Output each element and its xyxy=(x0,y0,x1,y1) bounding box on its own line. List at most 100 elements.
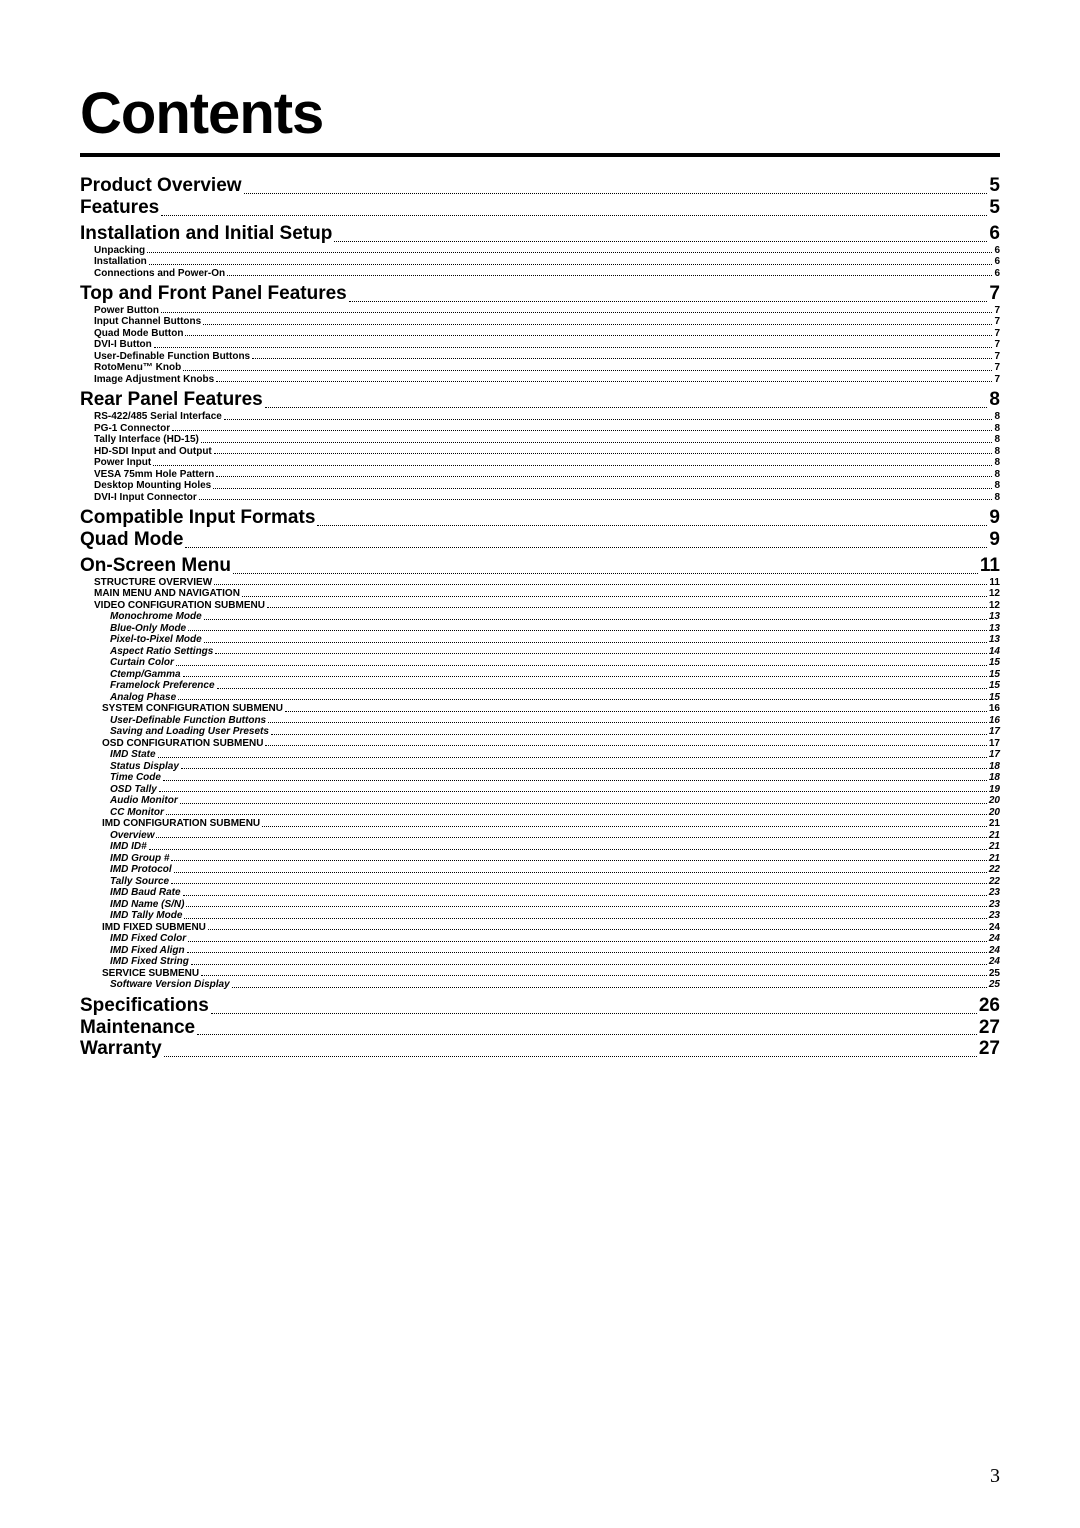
toc-entry[interactable]: Input Channel Buttons7 xyxy=(80,316,1000,328)
toc-entry[interactable]: Overview21 xyxy=(80,830,1000,842)
page-title: Contents xyxy=(80,80,1000,147)
toc-entry[interactable]: Saving and Loading User Presets17 xyxy=(80,726,1000,738)
toc-entry[interactable]: OSD Tally19 xyxy=(80,784,1000,796)
toc-entry[interactable]: VIDEO CONFIGURATION SUBMENU12 xyxy=(80,600,1000,612)
toc-entry-page: 6 xyxy=(989,223,1000,245)
toc-entry[interactable]: IMD Tally Mode 23 xyxy=(80,910,1000,922)
toc-entry[interactable]: Image Adjustment Knobs7 xyxy=(80,374,1000,386)
toc-entry[interactable]: Time Code18 xyxy=(80,772,1000,784)
toc-entry[interactable]: User-Definable Function Buttons7 xyxy=(80,351,1000,363)
toc-entry[interactable]: IMD FIXED SUBMENU24 xyxy=(80,922,1000,934)
toc-entry-page: 23 xyxy=(989,899,1000,911)
toc-entry[interactable]: Connections and Power-On6 xyxy=(80,268,1000,280)
toc-leader-dots xyxy=(271,734,987,735)
toc-leader-dots xyxy=(183,895,987,896)
toc-leader-dots xyxy=(265,745,986,746)
toc-entry[interactable]: IMD Fixed Align 24 xyxy=(80,945,1000,957)
toc-leader-dots xyxy=(149,849,987,850)
toc-entry[interactable]: Pixel-to-Pixel Mode13 xyxy=(80,634,1000,646)
toc-entry-page: 24 xyxy=(989,945,1000,957)
toc-entry-page: 22 xyxy=(989,864,1000,876)
toc-entry[interactable]: IMD Baud Rate23 xyxy=(80,887,1000,899)
toc-entry[interactable]: RotoMenu™ Knob7 xyxy=(80,362,1000,374)
toc-entry-page: 8 xyxy=(994,446,1000,458)
toc-leader-dots xyxy=(232,987,987,988)
toc-leader-dots xyxy=(171,883,987,884)
toc-entry[interactable]: STRUCTURE OVERVIEW11 xyxy=(80,577,1000,589)
toc-entry[interactable]: SERVICE SUBMENU25 xyxy=(80,968,1000,980)
toc-entry[interactable]: Software Version Display25 xyxy=(80,979,1000,991)
toc-entry[interactable]: DVI-I Button7 xyxy=(80,339,1000,351)
toc-leader-dots xyxy=(214,453,993,454)
toc-entry[interactable]: Aspect Ratio Settings14 xyxy=(80,646,1000,658)
toc-entry-page: 26 xyxy=(979,995,1000,1017)
toc-entry[interactable]: VESA 75mm Hole Pattern8 xyxy=(80,469,1000,481)
toc-entry[interactable]: Status Display18 xyxy=(80,761,1000,773)
toc-entry[interactable]: Quad Mode Button7 xyxy=(80,328,1000,340)
toc-entry[interactable]: Maintenance27 xyxy=(80,1017,1000,1039)
toc-entry[interactable]: IMD Fixed String24 xyxy=(80,956,1000,968)
toc-entry[interactable]: CC Monitor20 xyxy=(80,807,1000,819)
toc-leader-dots xyxy=(268,722,987,723)
toc-entry-label: IMD Fixed Align xyxy=(110,945,185,957)
toc-entry[interactable]: Compatible Input Formats9 xyxy=(80,507,1000,529)
toc-entry-label: STRUCTURE OVERVIEW xyxy=(94,577,212,589)
toc-entry[interactable]: Framelock Preference15 xyxy=(80,680,1000,692)
toc-leader-dots xyxy=(215,653,987,654)
toc-entry[interactable]: Desktop Mounting Holes8 xyxy=(80,480,1000,492)
toc-entry[interactable]: Warranty27 xyxy=(80,1038,1000,1060)
toc-entry[interactable]: IMD Group #21 xyxy=(80,853,1000,865)
toc-entry[interactable]: User-Definable Function Buttons16 xyxy=(80,715,1000,727)
toc-entry[interactable]: Quad Mode9 xyxy=(80,529,1000,551)
toc-entry-page: 8 xyxy=(994,411,1000,423)
toc-entry-page: 23 xyxy=(989,887,1000,899)
toc-entry[interactable]: HD-SDI Input and Output8 xyxy=(80,446,1000,458)
toc-entry-label: IMD Fixed Color xyxy=(110,933,186,945)
toc-entry[interactable]: Rear Panel Features8 xyxy=(80,389,1000,411)
toc-entry[interactable]: IMD CONFIGURATION SUBMENU21 xyxy=(80,818,1000,830)
toc-entry-page: 7 xyxy=(994,328,1000,340)
toc-entry[interactable]: Product Overview5 xyxy=(80,175,1000,197)
toc-leader-dots xyxy=(216,381,992,382)
toc-entry[interactable]: SYSTEM CONFIGURATION SUBMENU16 xyxy=(80,703,1000,715)
toc-entry-label: Status Display xyxy=(110,761,179,773)
toc-entry[interactable]: Tally Interface (HD-15)8 xyxy=(80,434,1000,446)
toc-leader-dots xyxy=(156,837,986,838)
toc-entry[interactable]: Ctemp/Gamma15 xyxy=(80,669,1000,681)
toc-entry[interactable]: MAIN MENU AND NAVIGATION12 xyxy=(80,588,1000,600)
toc-entry-label: IMD Tally Mode xyxy=(110,910,182,922)
toc-leader-dots xyxy=(199,499,993,500)
toc-entry[interactable]: Monochrome Mode13 xyxy=(80,611,1000,623)
toc-entry[interactable]: IMD Name (S/N)23 xyxy=(80,899,1000,911)
toc-entry-label: Monochrome Mode xyxy=(110,611,202,623)
toc-entry[interactable]: Analog Phase15 xyxy=(80,692,1000,704)
toc-entry[interactable]: Installation and Initial Setup6 xyxy=(80,223,1000,245)
toc-entry[interactable]: IMD State17 xyxy=(80,749,1000,761)
toc-entry[interactable]: Top and Front Panel Features7 xyxy=(80,283,1000,305)
toc-entry[interactable]: Blue-Only Mode13 xyxy=(80,623,1000,635)
toc-entry[interactable]: IMD ID#21 xyxy=(80,841,1000,853)
toc-entry[interactable]: PG-1 Connector8 xyxy=(80,423,1000,435)
toc-entry[interactable]: RS-422/485 Serial Interface8 xyxy=(80,411,1000,423)
toc-entry-page: 24 xyxy=(989,956,1000,968)
toc-entry[interactable]: Power Button7 xyxy=(80,305,1000,317)
toc-entry-label: Tally Interface (HD-15) xyxy=(94,434,199,446)
toc-entry[interactable]: Installation6 xyxy=(80,256,1000,268)
toc-entry[interactable]: Tally Source22 xyxy=(80,876,1000,888)
toc-entry[interactable]: IMD Protocol22 xyxy=(80,864,1000,876)
toc-entry[interactable]: Curtain Color15 xyxy=(80,657,1000,669)
toc-entry[interactable]: IMD Fixed Color24 xyxy=(80,933,1000,945)
toc-entry[interactable]: Power Input8 xyxy=(80,457,1000,469)
toc-entry[interactable]: DVI-I Input Connector8 xyxy=(80,492,1000,504)
toc-entry-page: 23 xyxy=(989,910,1000,922)
toc-entry[interactable]: Audio Monitor20 xyxy=(80,795,1000,807)
toc-entry[interactable]: On-Screen Menu11 xyxy=(80,555,1000,577)
toc-entry[interactable]: Unpacking6 xyxy=(80,245,1000,257)
toc-entry-page: 7 xyxy=(994,316,1000,328)
toc-entry-page: 17 xyxy=(989,738,1000,750)
toc-entry[interactable]: Specifications26 xyxy=(80,995,1000,1017)
toc-entry-label: VIDEO CONFIGURATION SUBMENU xyxy=(94,600,265,612)
toc-entry-label: Ctemp/Gamma xyxy=(110,669,181,681)
toc-entry[interactable]: OSD CONFIGURATION SUBMENU17 xyxy=(80,738,1000,750)
toc-entry[interactable]: Features5 xyxy=(80,197,1000,219)
